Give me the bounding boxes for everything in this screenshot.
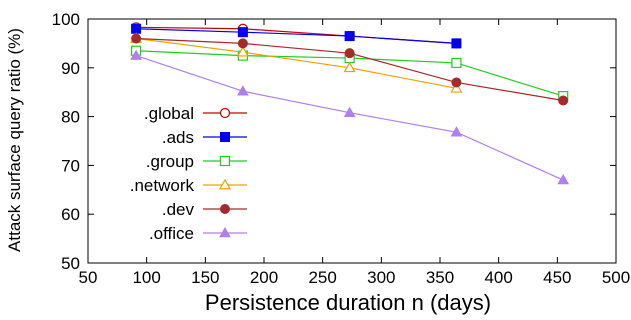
legend: .global .ads .group .network .dev .office <box>130 104 247 243</box>
legend-marker <box>219 107 231 119</box>
legend-marker <box>218 178 232 190</box>
legend-marker <box>220 204 230 214</box>
data-point-network <box>343 61 356 73</box>
y-tick-label: 80 <box>61 108 80 127</box>
x-tick-label: 500 <box>602 268 630 287</box>
y-tick-label: 100 <box>52 10 80 29</box>
data-point-dev <box>237 38 248 49</box>
data-point-network <box>236 45 249 57</box>
y-tick-label: 50 <box>61 254 80 273</box>
legend-label: .office <box>149 224 194 243</box>
legend-label: .network <box>130 176 195 195</box>
x-axis-ticks: 50 100 150 200 250 300 350 400 450 500 <box>79 19 630 287</box>
data-point-dev <box>451 77 462 88</box>
x-tick-label: 250 <box>308 268 336 287</box>
legend-entry-network: .network <box>130 176 247 195</box>
legend-label: .dev <box>162 200 195 219</box>
x-tick-label: 450 <box>543 268 571 287</box>
x-tick-label: 100 <box>132 268 160 287</box>
data-point-network <box>450 82 463 93</box>
legend-entry-dev: .dev <box>162 200 247 219</box>
series-line-network <box>136 37 457 89</box>
data-point-ads <box>237 27 248 38</box>
data-point-group <box>451 57 462 69</box>
x-tick-label: 300 <box>367 268 395 287</box>
y-tick-label: 60 <box>61 205 80 224</box>
data-point-office <box>450 126 463 137</box>
legend-marker <box>219 226 231 238</box>
series-network <box>130 32 463 93</box>
legend-label: .global <box>144 104 194 123</box>
legend-label: .group <box>146 152 194 171</box>
x-tick-label: 50 <box>79 268 98 287</box>
legend-marker <box>219 155 231 167</box>
data-point-office <box>130 49 142 60</box>
y-tick-label: 70 <box>61 156 80 175</box>
x-axis-title: Persistence duration n (days) <box>205 290 491 315</box>
x-tick-label: 150 <box>191 268 219 287</box>
series-ads <box>131 23 462 49</box>
series-line-ads <box>136 28 457 44</box>
legend-entry-global: .global <box>144 104 247 123</box>
data-point-office <box>557 174 570 185</box>
y-tick-label: 90 <box>61 59 80 78</box>
legend-marker <box>220 132 230 142</box>
series-office <box>130 49 570 185</box>
x-tick-label: 350 <box>426 268 454 287</box>
data-point-ads <box>344 31 355 42</box>
plot-frame <box>87 18 617 264</box>
y-axis-title: Attack surface query ratio (%) <box>5 28 24 252</box>
y-axis-ticks: 50 60 70 80 90 100 <box>52 10 616 273</box>
legend-entry-ads: .ads <box>162 128 247 147</box>
data-point-dev <box>344 48 355 59</box>
series-line-office <box>135 55 564 181</box>
series-layer <box>130 22 570 185</box>
legend-label: .ads <box>162 128 194 147</box>
data-point-office <box>343 106 356 117</box>
data-point-office <box>237 85 249 96</box>
data-point-ads <box>451 38 462 49</box>
x-tick-label: 200 <box>250 268 278 287</box>
data-point-dev <box>558 95 569 106</box>
x-tick-label: 400 <box>484 268 512 287</box>
plot-border <box>87 18 617 264</box>
legend-entry-office: .office <box>149 224 247 243</box>
data-point-dev <box>131 33 142 44</box>
legend-entry-group: .group <box>146 152 247 171</box>
data-point-ads <box>131 23 142 34</box>
series-dev <box>131 33 569 106</box>
